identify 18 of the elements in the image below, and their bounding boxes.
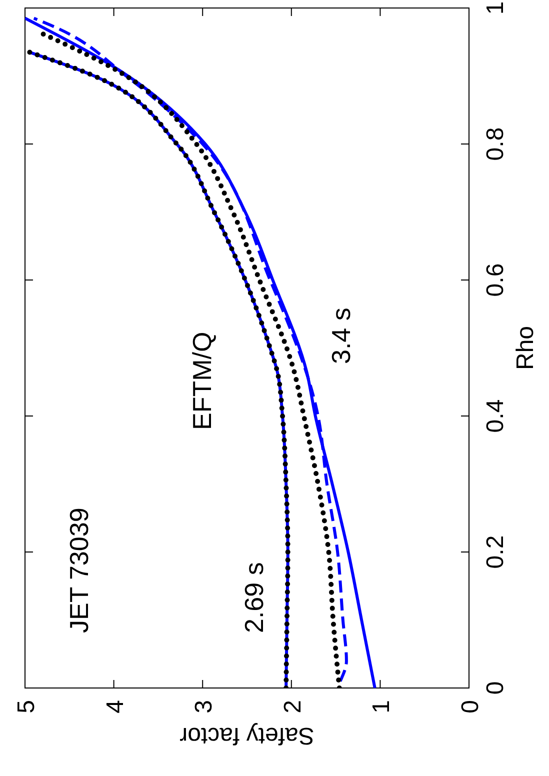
annotation: 3.4 s: [326, 308, 356, 364]
x-axis-title: Safety factor: [180, 722, 314, 749]
x-tick-label: 4: [102, 700, 129, 714]
x-tick-label: 5: [13, 700, 40, 714]
y-tick-label: 0: [482, 681, 509, 695]
x-tick-label: 2: [279, 700, 306, 714]
y-tick-label: 0.6: [482, 263, 509, 297]
y-tick-label: 0.2: [482, 535, 509, 569]
x-tick-label: 3: [190, 700, 218, 714]
annotation: EFTM/Q: [187, 332, 217, 430]
x-tick-label: 1: [368, 700, 396, 714]
y-axis-title: Rho: [512, 326, 539, 370]
annotation: JET 73039: [64, 508, 94, 633]
x-tick-label: 0: [457, 700, 484, 714]
annotation: 2.69 s: [239, 562, 269, 633]
y-tick-label: 1: [482, 1, 509, 15]
y-tick-label: 0.4: [482, 399, 509, 433]
y-tick-label: 0.8: [482, 127, 509, 161]
